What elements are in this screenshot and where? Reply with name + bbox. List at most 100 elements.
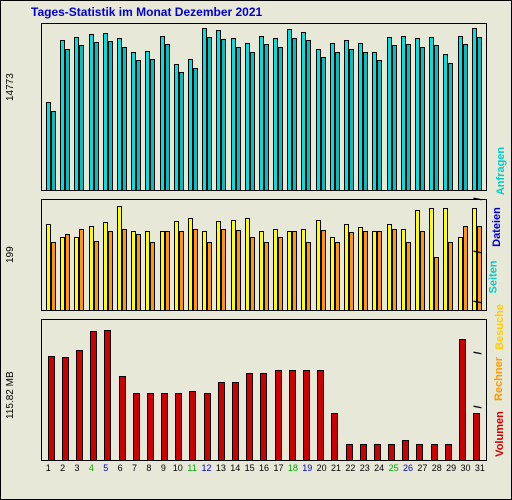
bar-dateien	[278, 47, 283, 191]
legend-separator: /	[473, 300, 485, 303]
bar-besuche	[477, 226, 482, 310]
bar-volumen	[360, 444, 367, 460]
day-group	[314, 24, 328, 190]
x-tick: 7	[127, 463, 141, 473]
x-tick: 21	[329, 463, 343, 473]
day-group	[356, 200, 370, 310]
bar-besuche	[221, 229, 226, 310]
legend-volumen: Volumen	[494, 411, 506, 457]
day-group	[87, 24, 101, 190]
bar-volumen	[204, 393, 211, 460]
bar-volumen	[232, 382, 239, 460]
bar-dateien	[377, 60, 382, 190]
bar-dateien	[165, 44, 170, 190]
bar-volumen	[289, 370, 296, 460]
y-label-mid: 199	[5, 246, 16, 263]
day-group	[101, 320, 115, 460]
bar-volumen	[473, 413, 480, 460]
day-group	[228, 320, 242, 460]
bar-besuche	[207, 242, 212, 310]
day-group	[342, 24, 356, 190]
x-tick: 25	[386, 463, 400, 473]
day-group	[44, 320, 58, 460]
day-group	[399, 200, 413, 310]
bar-volumen	[76, 350, 83, 460]
x-tick: 24	[372, 463, 386, 473]
day-group	[328, 320, 342, 460]
panel-volume	[41, 319, 487, 461]
y-label-top: 14773	[5, 73, 16, 101]
day-group	[172, 24, 186, 190]
bar-besuche	[94, 241, 99, 310]
day-group	[455, 24, 469, 190]
bar-dateien	[335, 52, 340, 190]
day-group	[271, 24, 285, 190]
bar-dateien	[136, 60, 141, 190]
day-group	[87, 200, 101, 310]
x-tick: 1	[41, 463, 55, 473]
bar-dateien	[122, 47, 127, 191]
day-group	[44, 24, 58, 190]
x-tick: 8	[142, 463, 156, 473]
day-group	[314, 200, 328, 310]
day-group	[342, 200, 356, 310]
legend-besuche: Besuche	[494, 304, 506, 350]
x-tick: 31	[473, 463, 487, 473]
day-group	[427, 200, 441, 310]
bar-volumen	[303, 370, 310, 460]
bar-besuche	[406, 242, 411, 310]
day-group	[342, 320, 356, 460]
day-group	[214, 24, 228, 190]
bar-besuche	[264, 242, 269, 310]
bar-besuche	[306, 242, 311, 310]
day-group	[399, 24, 413, 190]
bar-dateien	[207, 37, 212, 190]
bar-volumen	[459, 339, 466, 460]
bar-besuche	[321, 230, 326, 310]
bar-volumen	[431, 444, 438, 460]
bar-volumen	[317, 370, 324, 460]
bar-dateien	[420, 47, 425, 191]
bar-volumen	[275, 370, 282, 460]
bar-volumen	[402, 440, 409, 460]
x-tick: 29	[444, 463, 458, 473]
bar-besuche	[448, 242, 453, 310]
day-group	[115, 320, 129, 460]
day-group	[129, 320, 143, 460]
legend-rechner: Rechner	[493, 357, 505, 401]
bar-dateien	[65, 49, 70, 190]
bar-besuche	[349, 232, 354, 310]
day-group	[314, 320, 328, 460]
bar-besuche	[136, 234, 141, 310]
day-group	[158, 24, 172, 190]
legend-separator: /	[473, 351, 485, 354]
day-group	[470, 24, 484, 190]
day-group	[186, 24, 200, 190]
x-tick: 28	[430, 463, 444, 473]
day-group	[172, 320, 186, 460]
x-tick: 19	[300, 463, 314, 473]
bar-besuche	[250, 237, 255, 310]
x-tick: 11	[185, 463, 199, 473]
day-group	[243, 320, 257, 460]
day-group	[200, 320, 214, 460]
x-tick: 16	[257, 463, 271, 473]
bar-dateien	[448, 63, 453, 190]
day-group	[58, 24, 72, 190]
day-group	[299, 24, 313, 190]
day-group	[427, 320, 441, 460]
day-group	[271, 200, 285, 310]
day-group	[200, 200, 214, 310]
legend: Anfragen / Dateien / Seiten / Besuche / …	[489, 23, 509, 459]
day-group	[370, 200, 384, 310]
day-group	[385, 200, 399, 310]
bar-volumen	[104, 330, 111, 460]
day-group	[285, 200, 299, 310]
legend-separator: /	[473, 405, 485, 408]
day-group	[87, 320, 101, 460]
day-group	[413, 24, 427, 190]
day-group	[299, 200, 313, 310]
x-tick: 18	[286, 463, 300, 473]
day-group	[399, 320, 413, 460]
legend-separator: /	[473, 197, 485, 200]
